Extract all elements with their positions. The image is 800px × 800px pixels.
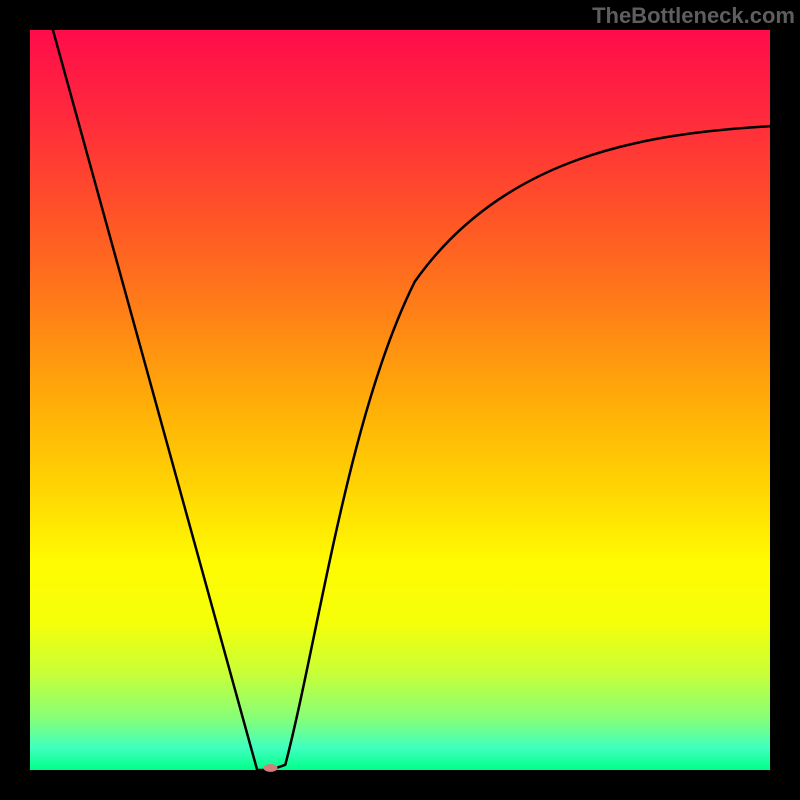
- curve-vertex-marker: [264, 764, 278, 772]
- bottleneck-curve: [53, 30, 770, 770]
- watermark-text: TheBottleneck.com: [592, 3, 795, 29]
- chart-stage: TheBottleneck.com: [0, 0, 800, 800]
- curve-layer: [30, 30, 770, 770]
